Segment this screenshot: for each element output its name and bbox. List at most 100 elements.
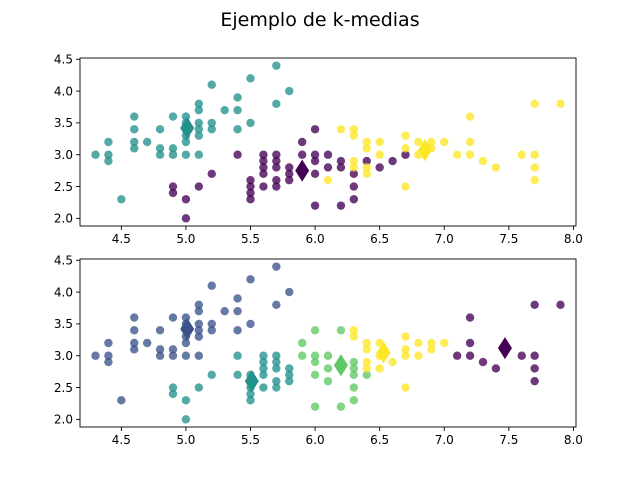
x-tick-label: 6.5 [370,232,389,246]
x-tick-label: 7.5 [499,232,518,246]
data-point [297,351,307,360]
data-point [104,357,113,367]
data-point [233,306,242,316]
centroid-marker [333,354,348,377]
data-point [104,338,113,348]
data-point [349,195,359,204]
data-point [272,383,281,392]
data-point [465,150,475,159]
data-point [91,150,100,159]
data-point [130,326,139,335]
centroid-marker [417,139,432,162]
data-point [414,338,423,348]
data-point [310,156,320,166]
x-tick-label: 5.5 [241,433,260,447]
data-point [220,105,229,115]
data-point [272,300,281,310]
x-tick-label: 6.0 [306,433,325,447]
data-point [181,137,191,147]
data-point [233,125,242,134]
data-point [181,415,191,424]
centroid-marker [180,318,195,340]
data-point [414,351,423,360]
data-point [388,156,397,166]
data-point [440,137,449,147]
data-point [194,383,204,392]
data-point [427,338,436,348]
data-point [465,137,475,147]
data-point [530,300,539,310]
data-point [362,144,371,153]
data-point [272,182,281,191]
x-tick-label: 6.5 [370,433,389,447]
y-tick-label: 2.5 [54,180,73,194]
data-point [246,195,255,204]
centroid-marker [180,117,195,139]
y-tick-label: 4.5 [54,53,73,67]
data-point [246,389,255,399]
data-point [491,364,501,373]
data-point [259,169,268,179]
data-point [246,182,255,191]
data-point [517,150,526,159]
data-point [142,338,152,348]
data-point [246,74,255,83]
data-point [207,125,216,134]
data-point [233,294,242,303]
centroid-marker [295,159,310,182]
data-point [285,376,294,386]
data-point [246,275,255,284]
data-point [362,163,371,172]
data-point [272,364,281,373]
data-point [349,383,359,392]
data-point [530,351,539,360]
data-point [259,150,268,159]
data-point [181,150,191,159]
data-point [272,175,281,185]
data-point [155,125,165,134]
data-point [465,351,475,360]
data-point [336,201,346,210]
data-point [130,313,139,322]
data-point [349,396,359,405]
data-point [91,351,100,360]
data-point [246,319,255,329]
data-point [491,163,501,172]
x-tick-label: 7.0 [435,232,454,246]
data-point [272,351,281,360]
data-point [207,370,216,380]
data-point [259,156,268,166]
data-point [104,156,113,166]
data-point [362,370,371,380]
data-point [155,351,165,360]
data-point [452,150,462,159]
data-point [168,144,178,153]
data-point [465,112,475,121]
data-point [414,137,423,147]
data-point [323,351,333,360]
x-tick-label: 6.0 [306,232,325,246]
data-point [362,364,371,373]
data-point [336,125,346,134]
data-point [104,137,113,147]
data-point [272,150,281,159]
data-point [465,338,475,348]
data-point [142,137,152,147]
data-point [233,326,242,335]
data-point [323,163,333,172]
data-point [194,326,204,335]
data-point [272,262,281,271]
data-point [362,156,371,166]
y-tick-label: 2.0 [54,212,73,226]
x-tick-label: 5.0 [176,232,195,246]
data-point [362,137,371,147]
data-point [323,376,333,386]
y-tick-label: 3.0 [54,349,73,363]
data-point [310,402,320,411]
data-point [375,137,384,147]
data-point [401,131,410,140]
data-point [259,182,268,191]
x-tick-label: 4.5 [112,433,131,447]
data-point [104,351,113,360]
